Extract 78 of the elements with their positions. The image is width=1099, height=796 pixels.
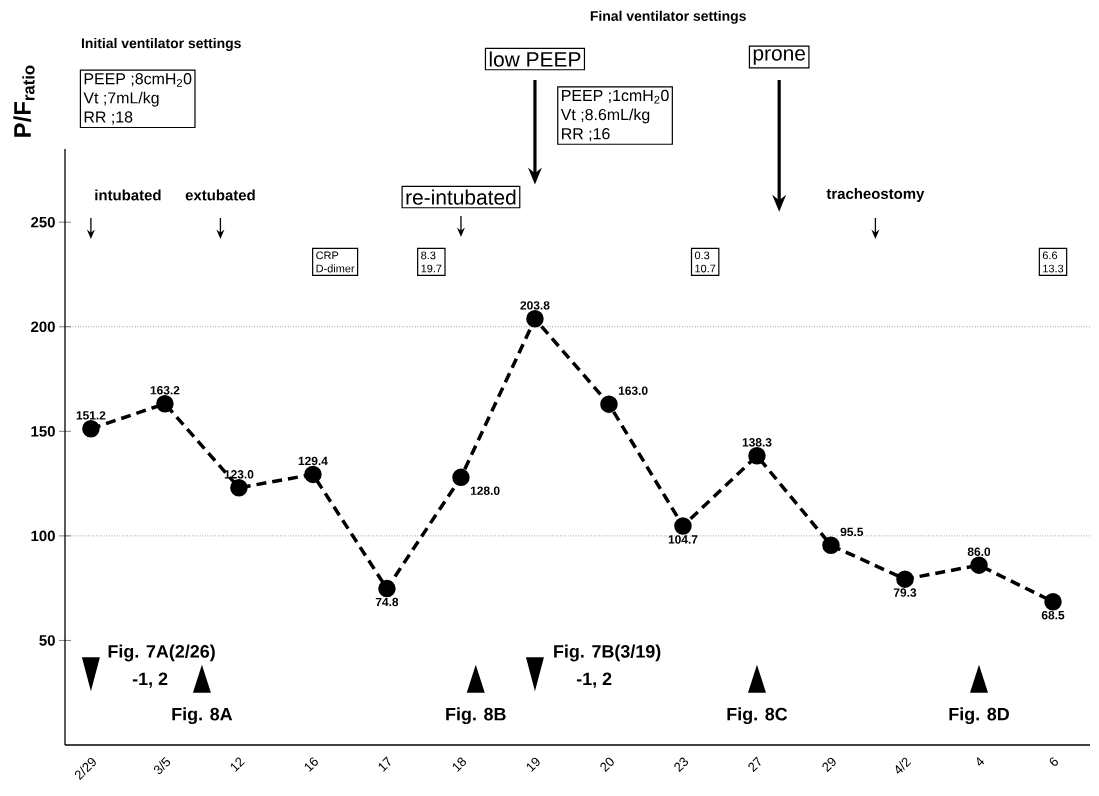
annotation: tracheostomy	[826, 188, 925, 202]
annotation: 8.3	[421, 251, 436, 260]
text: Initial ventilator settings	[81, 37, 241, 51]
point	[156, 394, 174, 413]
y-tick-label: 150	[31, 426, 55, 437]
x-tick-label: 20	[600, 757, 614, 773]
text: RR ;16	[562, 128, 610, 142]
annotation: extubated	[185, 189, 255, 201]
x-tick-label: 18	[452, 757, 466, 772]
annotation: CRP	[316, 251, 339, 260]
data-label: 128.0	[470, 486, 500, 495]
data-label: 163.2	[150, 386, 180, 395]
text: Vt ;7mL/kg	[83, 91, 159, 107]
x-tick-label: 23	[674, 757, 689, 773]
data-label: 151.2	[76, 411, 106, 420]
annotation: Fig. 8C	[727, 707, 788, 725]
point	[822, 536, 840, 555]
x-tick-label: 27	[748, 756, 761, 773]
annotation: D-dimer	[316, 264, 355, 273]
point	[526, 310, 544, 328]
annotation: Fig. 7A(2/26)	[108, 644, 215, 662]
x-tick-label: 12	[230, 757, 245, 772]
x-tick-label: 19	[526, 757, 540, 772]
data-label: 79.3	[893, 588, 917, 597]
point	[748, 447, 766, 465]
point	[230, 479, 248, 497]
text: low PEEP	[489, 51, 581, 67]
x-tick-label: 4	[977, 757, 985, 766]
data-label: 129.4	[298, 456, 328, 466]
x-tick-label: 29	[822, 757, 836, 773]
point	[970, 556, 988, 574]
point	[674, 517, 692, 535]
annotation: Fig. 7B(3/19)	[554, 644, 661, 662]
annotation: 6.6	[1042, 251, 1058, 260]
x-tick-label: 2/29	[74, 757, 96, 780]
text: Final ventilator settings	[590, 10, 746, 24]
annotation: Fig. 8A	[172, 707, 233, 725]
point	[600, 395, 618, 413]
x-tick-label: 6	[1049, 757, 1058, 766]
data-label: 95.5	[840, 527, 864, 537]
y-tick-label: 250	[31, 216, 55, 228]
text: prone	[753, 49, 805, 65]
annotation: 19.7	[421, 264, 442, 273]
point	[378, 579, 396, 598]
text: RR ;18	[84, 111, 133, 125]
annotation: 0.3	[694, 251, 710, 260]
text: PEEP ;1cmH$_{2}$0	[562, 89, 669, 104]
x-tick-label: 16	[304, 757, 318, 772]
data-label: 104.7	[668, 535, 698, 544]
annotation: -1, 2	[132, 672, 168, 688]
data-label: 203.8	[520, 301, 550, 310]
data-label: 163.0	[618, 386, 648, 395]
x-tick-label: 17	[378, 756, 391, 772]
x-tick-label: 3/5	[153, 757, 171, 775]
annotation: Fig. 8D	[949, 707, 1009, 725]
annotation: 13.3	[1043, 264, 1064, 273]
annotation: re-intubated	[406, 189, 516, 205]
point	[82, 420, 100, 438]
y-tick-label: 50	[39, 635, 55, 646]
point	[304, 465, 322, 484]
text: Vt ;8.6mL/kg	[560, 108, 650, 124]
data-label: 68.5	[1041, 610, 1065, 620]
point	[1044, 593, 1062, 611]
text: PEEP ;8cmH$_{2}$0	[84, 73, 192, 87]
annotation: intubated	[95, 189, 161, 201]
annotation: 10.7	[695, 264, 716, 273]
point	[452, 468, 470, 487]
x-tick-label: 4/2	[895, 757, 912, 774]
y-tick-label: 200	[31, 321, 55, 333]
point	[896, 570, 914, 588]
y-tick-label: 100	[31, 530, 55, 542]
annotation: -1, 2	[576, 672, 612, 688]
data-label: 138.3	[742, 438, 772, 447]
data-label: 74.8	[375, 597, 399, 607]
annotation: Fig. 8B	[446, 707, 506, 725]
data-label: 86.0	[967, 547, 991, 556]
data-label: 123.0	[224, 470, 254, 479]
y-axis-title: P/F$_{ratio}$	[13, 65, 35, 137]
